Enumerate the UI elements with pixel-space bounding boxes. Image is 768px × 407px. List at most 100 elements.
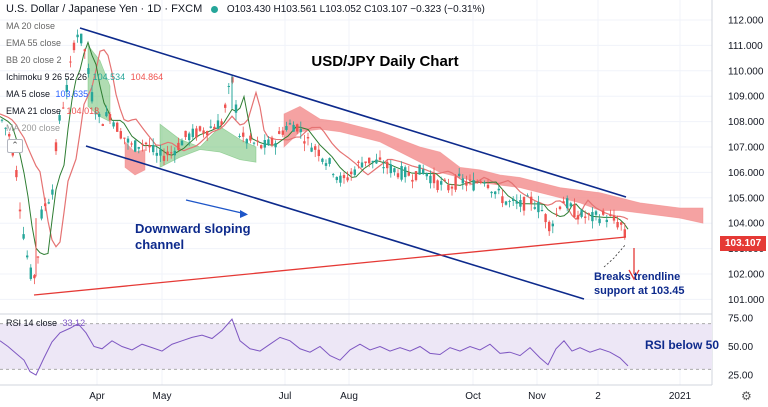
grid-lines xyxy=(0,0,712,385)
candle-body xyxy=(623,229,626,237)
candle-body xyxy=(198,126,202,131)
candle-body xyxy=(51,189,54,195)
candle-body xyxy=(80,33,83,44)
candle-body xyxy=(483,182,486,184)
indicator-bb[interactable]: BB 20 close 2 xyxy=(6,55,62,65)
annotation-channel: channel xyxy=(135,237,184,252)
candle-body xyxy=(328,158,331,164)
candle-body xyxy=(339,175,342,183)
channel-upper-line xyxy=(79,27,627,198)
candle-body xyxy=(26,255,29,258)
candle-body xyxy=(105,112,108,117)
price-tick-label: 102.000 xyxy=(728,270,765,281)
candle-body xyxy=(188,133,191,141)
candle-body xyxy=(173,150,176,156)
candle-body xyxy=(353,169,356,175)
candle-body xyxy=(116,122,119,132)
indicator-ichimoku[interactable]: Ichimoku 9 26 52 26 104.534 104.864 xyxy=(6,72,163,82)
candle-body xyxy=(497,188,500,191)
candle-body xyxy=(112,122,115,127)
rsi-value: 33.12 xyxy=(62,318,86,328)
annotation-rsi: RSI below 50 xyxy=(645,338,719,352)
channel-lower-line xyxy=(85,145,585,300)
candle-body xyxy=(44,203,47,207)
candle-body xyxy=(216,120,220,129)
annotation-channel: Downward sloping xyxy=(135,221,251,236)
candle-body xyxy=(101,124,104,126)
candle-body xyxy=(234,104,238,113)
symbol-label[interactable]: U.S. Dollar / Japanese Yen · 1D · FXCM xyxy=(6,3,203,15)
rsi-tick-label: 50.00 xyxy=(728,342,753,353)
candle-body xyxy=(569,203,572,207)
candle-body xyxy=(425,173,428,177)
candle-body xyxy=(321,158,324,162)
candle-body xyxy=(468,179,472,181)
rsi-axis-ticks: 75.00 50.00 25.00 xyxy=(728,314,753,382)
chart-title: USD/JPY Daily Chart xyxy=(311,53,458,70)
candle-body xyxy=(616,222,619,228)
indicator-ma200[interactable]: MA 200 close xyxy=(6,123,60,133)
candle-body xyxy=(461,178,464,184)
indicator-ema55[interactable]: EMA 55 close xyxy=(6,38,61,48)
candle-body xyxy=(526,195,529,197)
candle-body xyxy=(281,130,284,135)
annotation-break: support at 103.45 xyxy=(594,285,684,297)
candles xyxy=(0,29,626,285)
indicator-ema21[interactable]: EMA 21 close 104.018 xyxy=(6,106,99,116)
candle-body xyxy=(40,209,43,219)
candle-body xyxy=(47,202,50,204)
candle-body xyxy=(386,161,389,169)
candle-body xyxy=(609,215,612,217)
candle-body xyxy=(155,152,158,156)
candle-body xyxy=(357,161,360,163)
candle-body xyxy=(598,218,601,224)
candle-body xyxy=(472,180,475,191)
candle-body xyxy=(508,201,511,203)
candle-body xyxy=(249,135,252,141)
candle-body xyxy=(209,126,212,128)
indicator-ma5[interactable]: MA 5 close 103.635 xyxy=(6,89,88,99)
gear-icon[interactable]: ⚙ xyxy=(741,389,752,403)
candle-body xyxy=(144,142,148,145)
candle-body xyxy=(267,139,270,146)
candle-body xyxy=(270,137,274,146)
candle-body xyxy=(371,160,374,163)
candle-body xyxy=(191,128,194,138)
candle-body xyxy=(432,174,436,184)
candle-body xyxy=(36,256,40,258)
candle-body xyxy=(324,163,328,166)
indicator-label: EMA 21 close xyxy=(6,106,62,116)
time-tick-label: 2 xyxy=(595,391,601,402)
candle-body xyxy=(195,128,198,138)
support-trendline xyxy=(33,236,627,296)
candle-body xyxy=(335,177,338,181)
candle-body xyxy=(555,213,558,215)
rsi-pane xyxy=(0,318,712,376)
candle-body xyxy=(184,130,187,138)
candle-body xyxy=(314,146,317,150)
price-tick-label: 106.000 xyxy=(728,168,765,179)
candle-body xyxy=(533,207,536,209)
candle-body xyxy=(292,124,295,132)
rsi-legend[interactable]: RSI 14 close 33.12 xyxy=(6,318,85,328)
candle-body xyxy=(18,209,22,212)
candle-body xyxy=(404,167,407,178)
candle-body xyxy=(306,137,310,139)
candle-body xyxy=(346,177,349,181)
collapse-legend-button[interactable]: ⌃ xyxy=(7,139,23,153)
candle-body xyxy=(440,181,443,185)
candle-body xyxy=(54,142,58,152)
candle-body xyxy=(465,181,468,186)
candle-body xyxy=(562,201,565,204)
candle-body xyxy=(72,42,76,51)
candle-body xyxy=(126,138,130,143)
candle-body xyxy=(166,151,169,156)
price-tick-label: 109.000 xyxy=(728,92,765,103)
candle-body xyxy=(551,223,554,227)
indicator-ma20[interactable]: MA 20 close xyxy=(6,21,55,31)
candle-body xyxy=(180,140,184,146)
candle-body xyxy=(224,104,227,108)
candle-body xyxy=(33,275,36,279)
ichimoku-value-2: 104.864 xyxy=(130,72,164,82)
